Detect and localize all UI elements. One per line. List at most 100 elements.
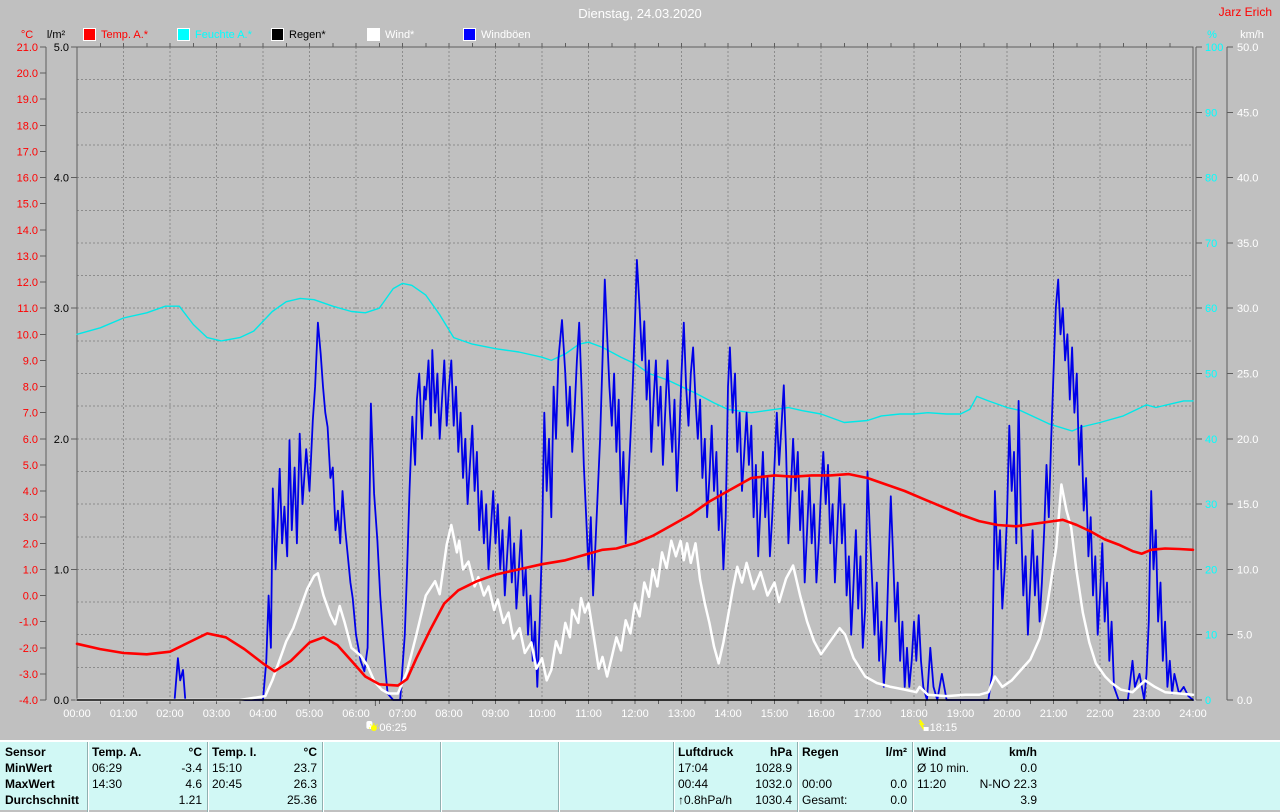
series-temp-a- [75, 472, 1195, 687]
cell-right: 0.0 [890, 777, 907, 791]
svg-text:4.0: 4.0 [54, 173, 69, 185]
svg-text:8.0: 8.0 [23, 382, 38, 394]
cell-right: hPa [769, 745, 792, 759]
cell-right: -3.4 [181, 761, 202, 775]
cell-right: 23.7 [293, 761, 317, 775]
svg-text:1.0: 1.0 [23, 564, 38, 576]
legend-swatch [271, 28, 284, 41]
table-column-separator [87, 742, 89, 812]
table-column-separator [558, 742, 560, 812]
svg-text:21.0: 21.0 [17, 42, 38, 54]
svg-text:15.0: 15.0 [17, 199, 38, 211]
svg-text:03:00: 03:00 [203, 708, 231, 720]
svg-text:11:00: 11:00 [575, 708, 602, 720]
table-cell: 1.21 [87, 792, 207, 808]
table-column-separator [912, 742, 914, 812]
table-header-cell: Luftdruck hPa [673, 744, 797, 760]
svg-text:13.0: 13.0 [17, 251, 38, 263]
svg-text:km/h: km/h [1240, 29, 1264, 41]
table-cell [797, 760, 912, 776]
table-cell: 00:44 1032.0 [673, 776, 797, 792]
svg-text:6.0: 6.0 [23, 434, 38, 446]
table-column-separator [673, 742, 675, 812]
cell-right: 26.3 [293, 777, 317, 791]
svg-text:9.0: 9.0 [23, 355, 38, 367]
svg-text:13:00: 13:00 [668, 708, 696, 720]
svg-text:17:00: 17:00 [854, 708, 882, 720]
svg-text:0.0: 0.0 [54, 695, 69, 707]
cell-left: Luftdruck [678, 745, 734, 759]
table-column-2: Temp. I. °C 15:10 23.7 20:45 26.3 25.36 [207, 744, 322, 810]
cell-right: °C [188, 745, 202, 759]
legend-label: Feuchte A.* [195, 28, 252, 41]
cell-right: l/m² [885, 745, 907, 759]
table-column-6: Luftdruck hPa 17:04 1028.9 00:44 1032.0 ↑0.8hP… [673, 744, 797, 810]
cell-left: Ø 10 min. [917, 761, 970, 775]
table-header-cell: Temp. A. °C [87, 744, 207, 760]
svg-text:19.0: 19.0 [17, 94, 38, 106]
table-cell: 20:45 26.3 [207, 776, 322, 792]
svg-text:20.0: 20.0 [17, 68, 38, 80]
table-column-separator [207, 742, 209, 812]
svg-text:22:00: 22:00 [1086, 708, 1114, 720]
legend-label: Temp. A.* [101, 28, 149, 41]
cell-right: 1.21 [178, 793, 202, 807]
svg-text:0: 0 [1205, 695, 1211, 707]
svg-text:02:00: 02:00 [156, 708, 184, 720]
cell-left: Temp. A. [92, 745, 142, 759]
svg-text:45.0: 45.0 [1237, 107, 1258, 119]
legend-item-1: Temp. A.* [83, 28, 148, 41]
svg-text:24:00: 24:00 [1179, 708, 1207, 720]
legend-swatch [177, 28, 190, 41]
svg-text:100: 100 [1205, 42, 1223, 54]
cell-right: N-NO 22.3 [979, 777, 1037, 791]
table-header-cell: Wind km/h [912, 744, 1042, 760]
table-column-5 [558, 744, 673, 810]
table-column-1: Temp. A. °C 06:29 -3.4 14:30 4.6 1.21 [87, 744, 207, 810]
svg-text:18:00: 18:00 [900, 708, 928, 720]
x-axis-labels: 00:00 01:00 02:00 03:00 04:00 05:00 06:00 07:00… [63, 708, 1207, 720]
chart-title: Dienstag, 24.03.2020 [578, 6, 702, 21]
table-cell: 00:00 0.0 [797, 776, 912, 792]
cell-right: 1032.0 [755, 777, 792, 791]
legend-swatch [463, 28, 476, 41]
table-cell: Gesamt: 0.0 [797, 792, 912, 808]
svg-text:5.0: 5.0 [23, 460, 38, 472]
svg-text:17.0: 17.0 [17, 146, 38, 158]
svg-text:2.0: 2.0 [23, 538, 38, 550]
svg-text:5.0: 5.0 [1237, 630, 1252, 642]
series-wind [75, 483, 1195, 702]
cell-left: 14:30 [92, 777, 123, 791]
cell-right: km/h [1008, 745, 1037, 759]
station-name: Jarz Erich [1218, 5, 1272, 19]
svg-text:4.0: 4.0 [23, 486, 38, 498]
grid-lines [77, 47, 1193, 700]
svg-text:20:00: 20:00 [993, 708, 1021, 720]
legend-swatch [83, 28, 96, 41]
svg-text:18:15: 18:15 [930, 722, 958, 734]
svg-text:-2.0: -2.0 [19, 643, 38, 655]
legend-item-5: Windböen [463, 28, 531, 41]
svg-text:23:00: 23:00 [1133, 708, 1161, 720]
svg-text:3.0: 3.0 [23, 512, 38, 524]
table-column-separator [440, 742, 442, 812]
cell-right: 25.36 [286, 793, 317, 807]
svg-text:12.0: 12.0 [17, 277, 38, 289]
table-column-3 [322, 744, 440, 810]
table-column-separator [322, 742, 324, 812]
cell-left: Gesamt: [802, 793, 848, 807]
table-column-7: Regen l/m² 00:00 0.0 Gesamt: 0.0 [797, 744, 912, 810]
svg-text:19:00: 19:00 [947, 708, 975, 720]
svg-text:-3.0: -3.0 [19, 669, 38, 681]
svg-text:07:00: 07:00 [389, 708, 417, 720]
table-cell: 17:04 1028.9 [673, 760, 797, 776]
svg-text:-1.0: -1.0 [19, 617, 38, 629]
svg-text:06:25: 06:25 [379, 722, 407, 734]
sunrise-icon [366, 721, 379, 731]
legend-item-2: Feuchte A.* [177, 28, 252, 41]
svg-text:16.0: 16.0 [17, 173, 38, 185]
svg-text:10.0: 10.0 [1237, 564, 1258, 576]
svg-text:01:00: 01:00 [110, 708, 138, 720]
table-cell: ↑0.8hPa/h 1030.4 [673, 792, 797, 808]
